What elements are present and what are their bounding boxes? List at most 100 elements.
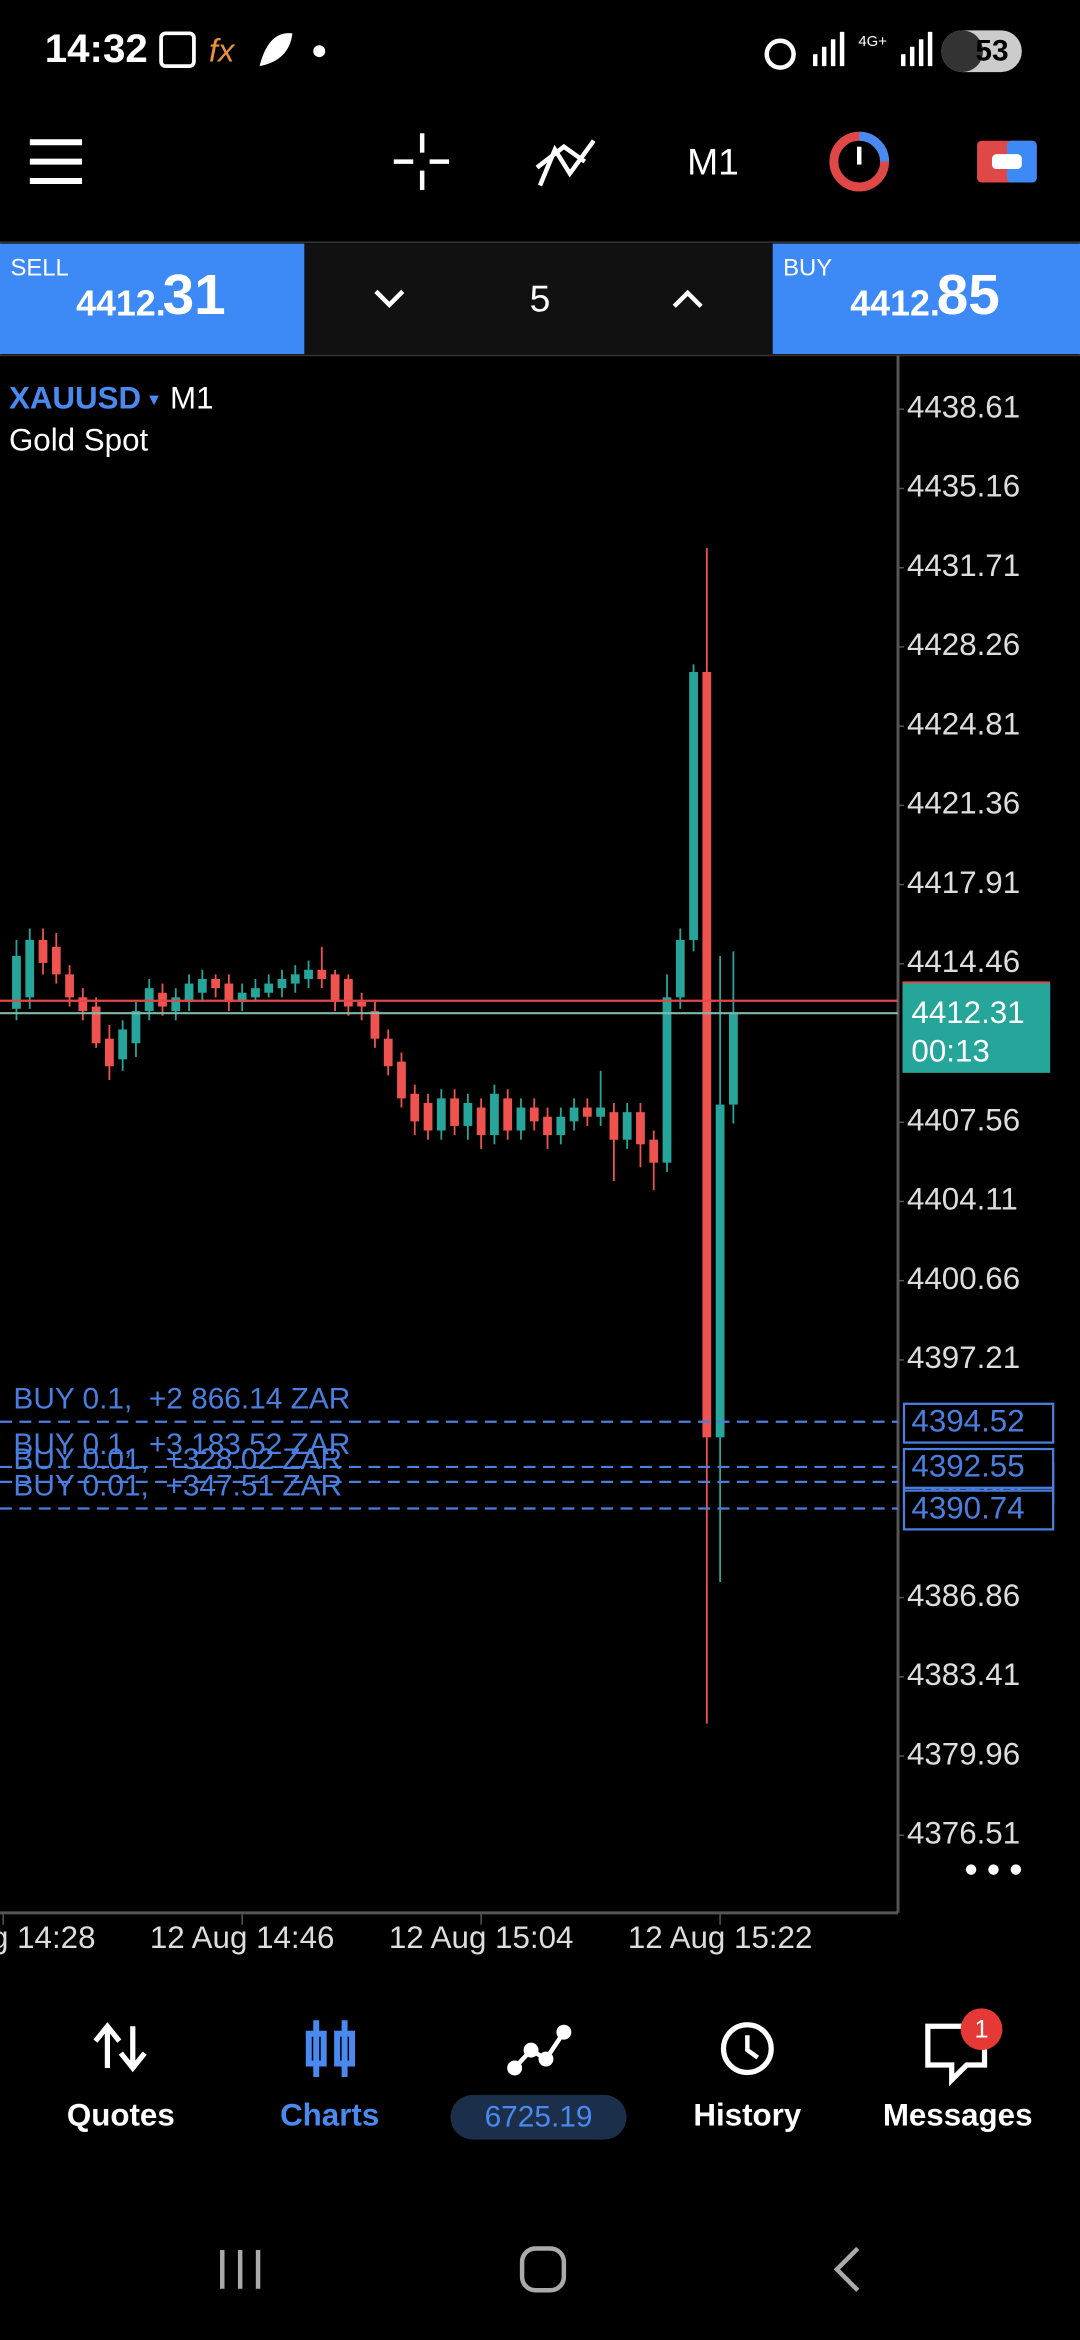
candle-body [529,1107,539,1122]
trade-history-button[interactable] [829,131,890,192]
timeframe-button[interactable]: M1 [687,140,739,182]
candle-body [556,1116,566,1136]
buy-button[interactable]: BUY 4412. 85 [772,243,1080,355]
y-tick-label: 4404.11 [907,1182,1018,1217]
buy-bg [772,243,1080,355]
y-tick-label: 4417.91 [907,865,1020,900]
y-tick-label: 4407.56 [907,1103,1020,1138]
bid-label: 4412.31 [911,995,1024,1030]
order-label: BUY 0.01, +347.51 ZAR [13,1469,342,1502]
bottom-nav: Quotes Charts 6725.19 History 1 Messages [67,2008,1033,2140]
battery-text: 53 [975,35,1008,68]
candle-body [649,1139,659,1163]
sell-button[interactable]: SELL 4412. 31 [0,243,305,355]
order-label: BUY 0.1, +3 183.52 ZAR [13,1428,350,1461]
order-price: 4390.74 [911,1490,1024,1525]
screenshot-icon [159,31,196,68]
order-line: BUY 0.1, +2 866.14 ZAR 4394.52 [0,1383,1055,1444]
menu-button[interactable] [29,139,83,184]
x-tick-label: 12 Aug 14:46 [150,1920,335,1955]
candle-body [569,1107,579,1122]
candles [12,547,738,1724]
hotspot-icon [764,38,796,70]
quotes-icon [93,2022,147,2073]
candle-body [343,978,353,1007]
candle-body [158,992,167,1007]
candle-body [224,983,234,1002]
candle-body [118,1029,128,1060]
candle-body [38,939,48,963]
candle-body [490,1093,499,1136]
y-tick-label: 4431.71 [907,548,1020,583]
candle-body [304,969,313,979]
symbol-dropdown[interactable]: ▾ [149,388,159,410]
volume-up-button[interactable] [672,289,703,308]
signal-icon [812,31,933,67]
candle-body [715,1104,725,1438]
candle-body [370,1011,380,1039]
home-button[interactable] [519,2246,567,2293]
candle-body [290,974,300,984]
candle-body [383,1038,393,1067]
candle-body [609,1112,619,1140]
nav-trade[interactable]: 6725.19 [450,2024,627,2140]
nav-charts[interactable]: Charts [280,2020,379,2133]
candle-body [436,1098,446,1131]
volume-input[interactable]: 5 [530,278,551,320]
candle-body [330,974,340,1002]
x-tick-label: 12 Aug 15:22 [628,1920,813,1955]
y-tick-label: 4386.86 [907,1578,1020,1613]
candle-body [516,1107,526,1131]
y-tick-label: 4383.41 [907,1657,1020,1692]
candle-body [25,939,35,998]
x-tick-label: 12 Aug 14:28 [0,1920,95,1955]
y-tick-label: 4376.51 [907,1816,1020,1851]
candle-body [675,939,685,998]
candle-body [184,983,194,1002]
nav-label: Messages [883,2098,1033,2133]
y-tick-label: 4379.96 [907,1736,1020,1771]
status-time: 14:32 [45,26,148,71]
candle-body [543,1116,552,1136]
candle-body [12,956,21,1009]
history-icon-hands [745,2035,760,2060]
sell-price-head: 4412. [76,284,166,324]
candle-body [237,992,247,1002]
recents-button[interactable] [220,2250,261,2289]
order-line: BUY 0.01, +347.51 ZAR 4390.74 [0,1469,1055,1531]
symbol-description: Gold Spot [9,422,149,457]
candle-body [582,1107,592,1117]
candle-body [423,1102,433,1131]
nav-quotes[interactable]: Quotes [67,2022,175,2133]
candle-body [105,1038,114,1067]
volume-down-button[interactable] [374,289,405,308]
candle-body [277,978,287,989]
crosshair-button[interactable] [393,133,450,190]
toolbar: M1 [29,131,1037,192]
candle-body [264,983,274,993]
candle-body [622,1112,632,1140]
nav-messages[interactable]: 1 Messages [883,2008,1033,2133]
chart: XAUUSD ▾ M1 Gold Spot 4438.61 4435.16 4431… [0,355,1055,1955]
candle-body [131,1011,141,1044]
indicators-button[interactable] [535,139,596,187]
network-icon: 4G+ [858,34,887,50]
order-label: BUY 0.01, +328.02 ZAR [13,1443,342,1476]
nav-label: History [693,2098,801,2133]
order-price-box [902,1447,1055,1489]
y-tick-label: 4435.16 [907,469,1020,504]
sell-price-tail: 31 [163,264,226,327]
history-icon [720,2022,774,2076]
more-button[interactable] [965,1864,1022,1875]
symbol-name[interactable]: XAUUSD [9,381,141,416]
buy-label: BUY [783,254,832,281]
candle-body [397,1061,406,1099]
order-price-box [902,1489,1055,1531]
one-click-button[interactable] [977,140,1037,183]
nav-history[interactable]: History [693,2022,802,2133]
back-button[interactable] [833,2246,860,2292]
bar-countdown: 00:13 [911,1034,989,1069]
y-tick-label: 4414.46 [907,944,1020,979]
